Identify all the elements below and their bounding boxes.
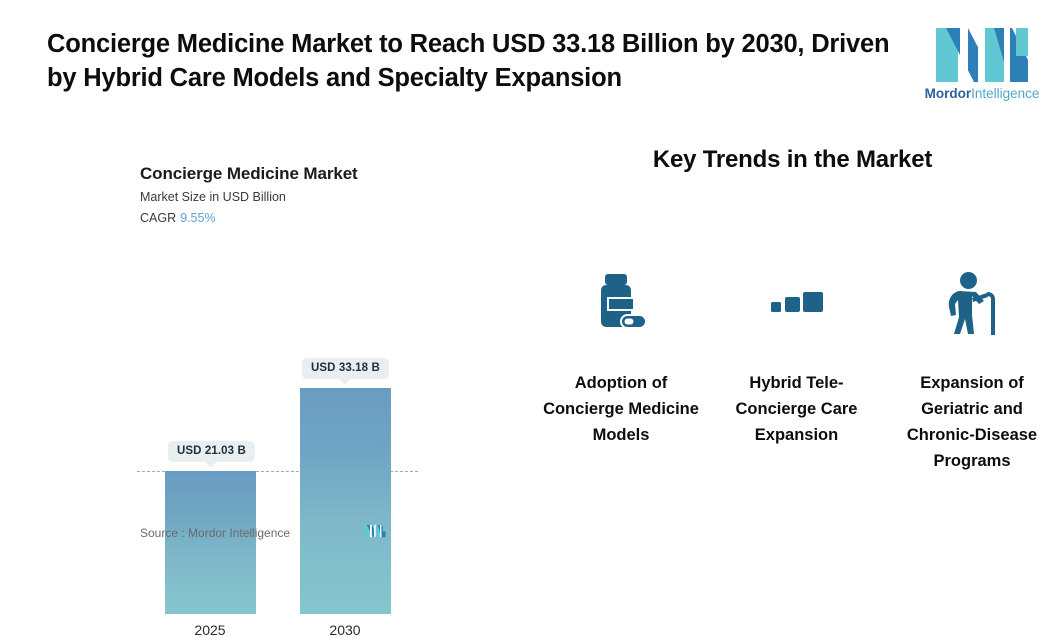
trend-icon-3-wrapper [887,266,1057,342]
trend-item-3: Expansion of Geriatric and Chronic-Disea… [887,266,1057,474]
x-axis-label-2025: 2025 [194,622,226,638]
reference-dashed-line [137,471,418,472]
trend-label-1: Adoption of Concierge Medicine Models [543,374,699,445]
cagr-label: CAGR [140,211,177,225]
bar-2025[interactable] [165,471,256,614]
brand-name-light: Intelligence [971,86,1040,101]
brand-wordmark: MordorIntelligence [923,87,1041,101]
trend-icon-2-wrapper [712,266,882,342]
trend-label-3: Expansion of Geriatric and Chronic-Disea… [906,374,1038,471]
key-trends-panel: Key Trends in the Market Adoption of Con… [528,126,1057,571]
chart-subtitle: Market Size in USD Billion [140,190,286,204]
bar-label-2030: USD 33.18 B [302,358,389,385]
mordor-intelligence-logo-mark-small-icon [364,524,386,538]
elderly-person-cane-icon [948,272,995,335]
x-axis-label-2030: 2030 [329,622,361,638]
medicine-bottle-pill-icon [601,274,647,329]
trend-item-1: Adoption of Concierge Medicine Models [536,266,706,474]
market-size-chart-panel: Concierge Medicine Market Market Size in… [0,126,528,638]
page-title: Concierge Medicine Market to Reach USD 3… [47,30,890,92]
brand-name-bold: Mordor [924,86,972,101]
growing-squares-icon [770,292,823,312]
trend-item-2: Hybrid Tele-Concierge Care Expansion [712,266,882,474]
chart-source: Source : Mordor Intelligence [140,526,291,540]
trend-icon-1-wrapper [536,266,706,342]
bar-2030[interactable] [300,388,391,614]
chart-cagr: CAGR 9.55% [140,211,216,225]
bar-label-2025: USD 21.03 B [168,441,255,468]
trend-label-2: Hybrid Tele-Concierge Care Expansion [735,374,858,445]
key-trends-title: Key Trends in the Market [652,146,933,173]
chart-title: Concierge Medicine Market [140,164,358,183]
chart-plot-area: USD 21.03 B 2025 USD 33.18 B 2030 [0,126,528,638]
mordor-intelligence-logo-mark-icon [936,28,1028,82]
brand-logo: MordorIntelligence [923,26,1041,101]
cagr-value: 9.55% [180,211,216,225]
key-trends-list: Adoption of Concierge Medicine Models Hy… [536,266,1057,474]
page-header: Concierge Medicine Market to Reach USD 3… [0,0,1057,126]
